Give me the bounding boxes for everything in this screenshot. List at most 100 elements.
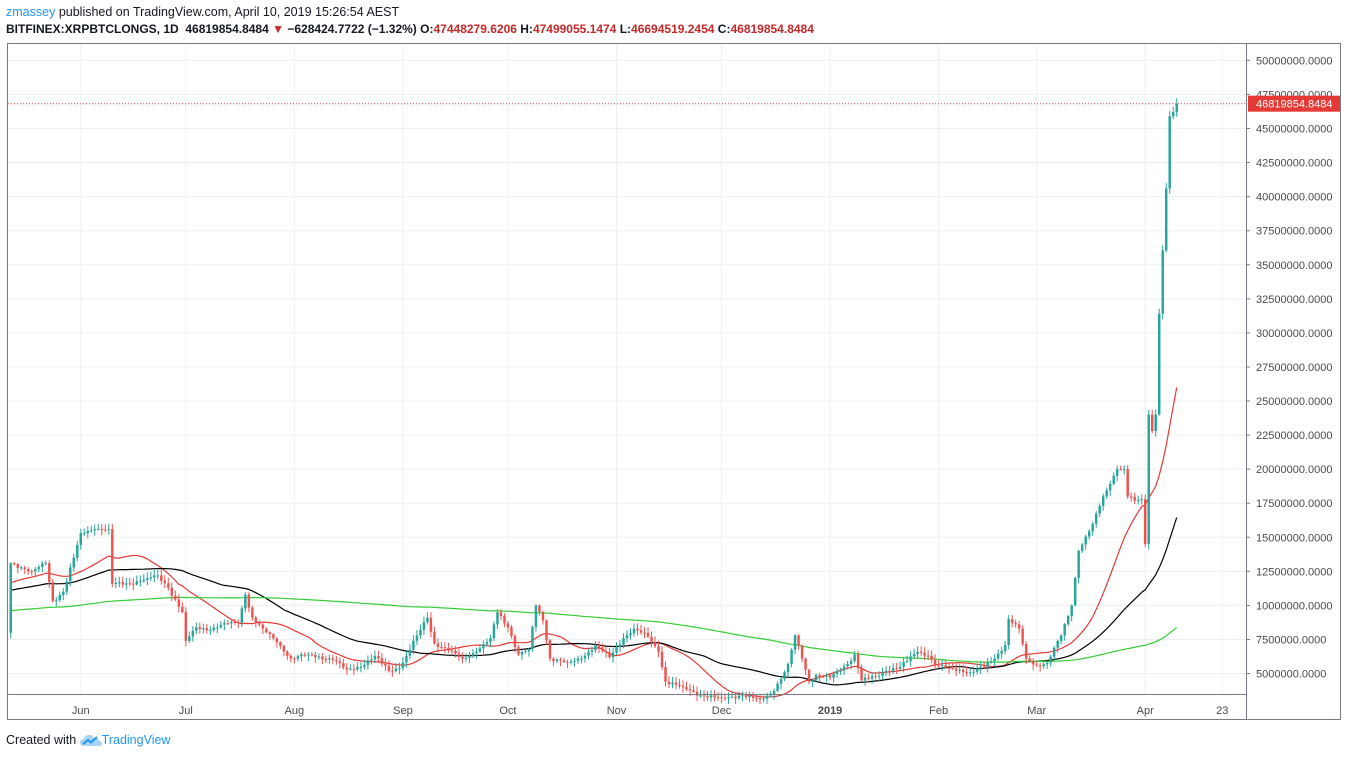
candle <box>461 652 464 664</box>
candle-body <box>293 658 296 660</box>
candle-body <box>499 612 503 617</box>
candle <box>1070 604 1073 622</box>
candle-body <box>380 658 384 664</box>
candle-body <box>951 668 954 670</box>
candle-body <box>209 629 212 631</box>
candle-body <box>569 661 573 663</box>
candle <box>419 624 422 639</box>
candle <box>111 523 114 588</box>
candle-body <box>804 658 807 670</box>
candle-body <box>44 563 47 565</box>
candle-body <box>706 696 709 698</box>
candle-body <box>107 529 111 531</box>
published-text: published on TradingView.com, April 10, … <box>58 5 400 19</box>
candle <box>415 629 419 646</box>
candle-body <box>156 575 160 577</box>
candle-body <box>678 684 681 686</box>
candle <box>751 691 755 702</box>
candle <box>1122 465 1126 475</box>
time-tick-label: Mar <box>1027 705 1046 717</box>
candle-body <box>1154 414 1157 432</box>
price-tick-label: 12500000.0000 <box>1256 566 1332 578</box>
candle-body <box>1087 531 1091 537</box>
candle <box>149 571 153 582</box>
candle-body <box>370 659 373 661</box>
candle-body <box>104 529 107 531</box>
candle-body <box>475 651 478 654</box>
candle-body <box>440 647 443 649</box>
author-link[interactable]: zmassey <box>6 5 56 19</box>
candle-body <box>856 654 860 669</box>
candle-body <box>202 628 205 630</box>
candle-body <box>1150 414 1154 432</box>
candle <box>881 667 884 680</box>
candle <box>359 661 363 673</box>
open-value: 47448279.6206 <box>433 22 517 36</box>
candle <box>947 662 951 674</box>
candle-body <box>867 677 870 679</box>
candle-body <box>674 682 678 685</box>
candle-body <box>933 659 937 666</box>
candle <box>1150 409 1154 434</box>
candle-body <box>926 655 930 657</box>
candle-body <box>345 667 349 670</box>
candle <box>447 642 450 654</box>
candle-body <box>447 647 450 651</box>
candle <box>352 664 356 676</box>
candle <box>660 646 664 670</box>
candle <box>1171 106 1175 120</box>
candle <box>205 623 209 634</box>
candle <box>468 651 471 664</box>
candle-body <box>240 608 244 624</box>
candle <box>377 650 380 664</box>
candle-body <box>776 683 779 691</box>
candle-body <box>485 642 489 645</box>
candle <box>310 651 314 657</box>
time-tick-label: Nov <box>607 705 627 717</box>
candle-body <box>286 651 289 656</box>
candle-body <box>132 583 135 585</box>
candle-body <box>716 697 720 699</box>
last-price-tag <box>1248 95 1340 112</box>
time-tick-label: Jul <box>179 705 193 717</box>
candle <box>34 566 37 576</box>
candle-body <box>37 566 40 570</box>
price-axis[interactable]: 50000000.000047500000.000045000000.00004… <box>1246 55 1332 681</box>
candle-body <box>457 653 461 657</box>
candle <box>268 631 272 640</box>
candle <box>849 657 853 670</box>
candle-body <box>968 672 972 674</box>
candle-body <box>741 695 744 697</box>
candle-body <box>1091 523 1094 532</box>
candle <box>1042 662 1045 669</box>
candle <box>524 649 527 654</box>
candle <box>363 659 366 670</box>
tradingview-logo[interactable]: TradingView <box>79 733 171 747</box>
last-price-marker: 46819854.8484 <box>8 95 1340 112</box>
candle-body <box>471 653 475 657</box>
candle <box>209 625 212 636</box>
candle-body <box>625 635 629 639</box>
candle <box>1017 620 1021 634</box>
tradingview-brand[interactable]: TradingView <box>101 733 171 747</box>
candle-body <box>538 605 541 612</box>
candle <box>629 628 632 640</box>
candle-body <box>268 632 272 635</box>
candle-body <box>604 651 608 653</box>
symbol-name[interactable]: BITFINEX:XRPBTCLONGS, 1D <box>6 22 179 36</box>
time-axis[interactable]: Jun Jul Aug Sep Oct Nov Dec 2019 Feb Mar Apr 23 <box>72 705 1228 717</box>
candle <box>191 625 195 642</box>
candle <box>1028 655 1031 663</box>
candle-body <box>9 563 12 633</box>
moving-averages <box>10 387 1178 698</box>
tradingview-cloud-icon <box>79 735 102 746</box>
candle-body <box>877 675 881 677</box>
candle-body <box>181 606 184 613</box>
candle-body <box>1080 544 1084 551</box>
candle-body <box>1059 635 1063 642</box>
candle-body <box>912 654 916 657</box>
candle <box>597 641 601 653</box>
candle-body <box>576 658 580 661</box>
candle-body <box>541 611 545 621</box>
